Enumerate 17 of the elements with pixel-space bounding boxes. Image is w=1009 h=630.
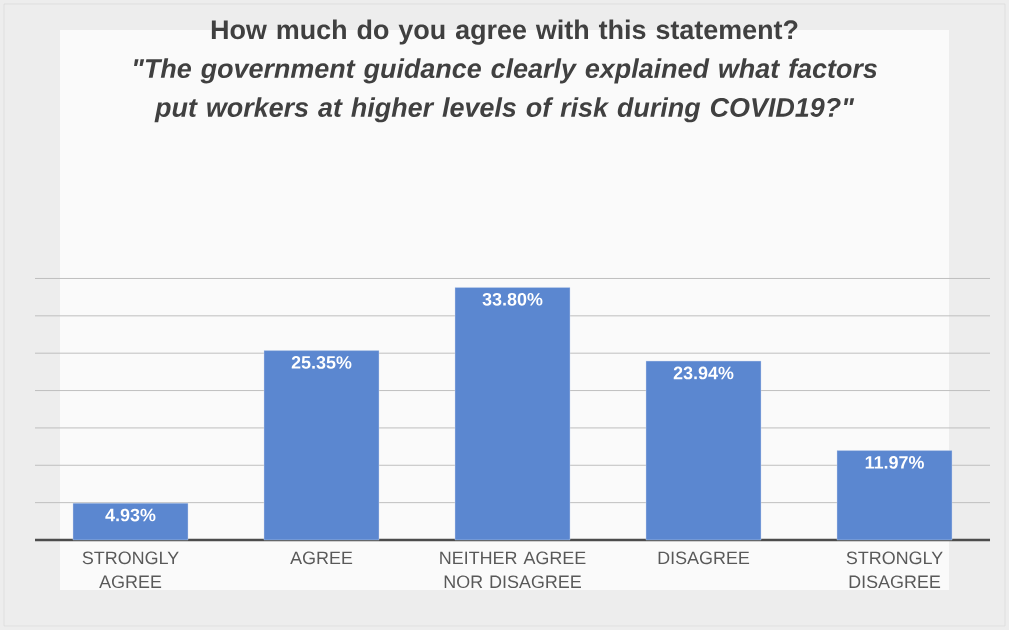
x-tick-label: DISAGREE (658, 551, 750, 565)
data-label: 33.80% (482, 292, 543, 306)
bar (72, 502, 189, 541)
data-label: 25.35% (291, 356, 352, 369)
bar (645, 360, 762, 541)
x-tick-label: AGREE (290, 551, 353, 565)
data-label: 23.94% (673, 366, 734, 380)
x-tick-label: NEITHER AGREE NOR DISAGREE (440, 551, 586, 589)
bar (454, 287, 571, 541)
bar (836, 450, 953, 541)
bar (263, 350, 380, 541)
data-label: 4.93% (105, 508, 156, 522)
chart-subtitle: "The government guidance clearly explained what factors put workers at higher levels of risk during COVID19?" (134, 58, 877, 123)
chart-title: How much do you agree with this statement? (211, 19, 798, 45)
x-tick-label: STRONGLY AGREE (82, 551, 179, 589)
x-tick-label: STRONGLY DISAGREE (846, 551, 943, 589)
data-label: 11.97% (865, 456, 924, 469)
